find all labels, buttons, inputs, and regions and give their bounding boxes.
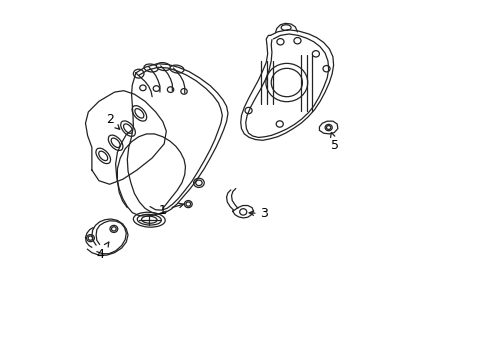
Ellipse shape — [323, 66, 330, 72]
Ellipse shape — [194, 178, 204, 188]
Ellipse shape — [137, 214, 161, 225]
Ellipse shape — [281, 25, 291, 31]
Ellipse shape — [121, 121, 135, 136]
Ellipse shape — [153, 86, 160, 91]
Ellipse shape — [276, 121, 283, 127]
Text: 3: 3 — [249, 207, 269, 220]
Ellipse shape — [168, 87, 174, 93]
Ellipse shape — [170, 65, 184, 73]
Ellipse shape — [326, 126, 331, 130]
Text: 4: 4 — [97, 242, 109, 261]
Ellipse shape — [277, 39, 284, 45]
Ellipse shape — [144, 64, 158, 72]
Ellipse shape — [108, 135, 123, 150]
Ellipse shape — [186, 202, 191, 206]
Ellipse shape — [111, 138, 120, 148]
Ellipse shape — [240, 209, 247, 215]
Ellipse shape — [123, 124, 132, 133]
Ellipse shape — [96, 148, 111, 163]
Ellipse shape — [140, 85, 146, 91]
Ellipse shape — [112, 227, 116, 231]
Ellipse shape — [271, 68, 302, 97]
Ellipse shape — [110, 225, 118, 233]
Ellipse shape — [266, 63, 308, 102]
Ellipse shape — [312, 51, 319, 57]
Text: 1: 1 — [159, 203, 184, 217]
Text: 2: 2 — [106, 113, 120, 129]
Ellipse shape — [99, 151, 108, 161]
Ellipse shape — [133, 212, 165, 227]
Ellipse shape — [132, 105, 147, 121]
Ellipse shape — [156, 63, 171, 71]
Ellipse shape — [88, 236, 93, 240]
Ellipse shape — [142, 216, 157, 223]
Ellipse shape — [245, 107, 252, 114]
Ellipse shape — [325, 124, 332, 131]
Text: 5: 5 — [331, 132, 340, 152]
Ellipse shape — [135, 109, 144, 118]
Ellipse shape — [196, 180, 202, 186]
Ellipse shape — [181, 89, 187, 94]
Ellipse shape — [184, 201, 192, 208]
Ellipse shape — [87, 235, 95, 242]
Ellipse shape — [294, 37, 301, 44]
Ellipse shape — [133, 69, 144, 78]
